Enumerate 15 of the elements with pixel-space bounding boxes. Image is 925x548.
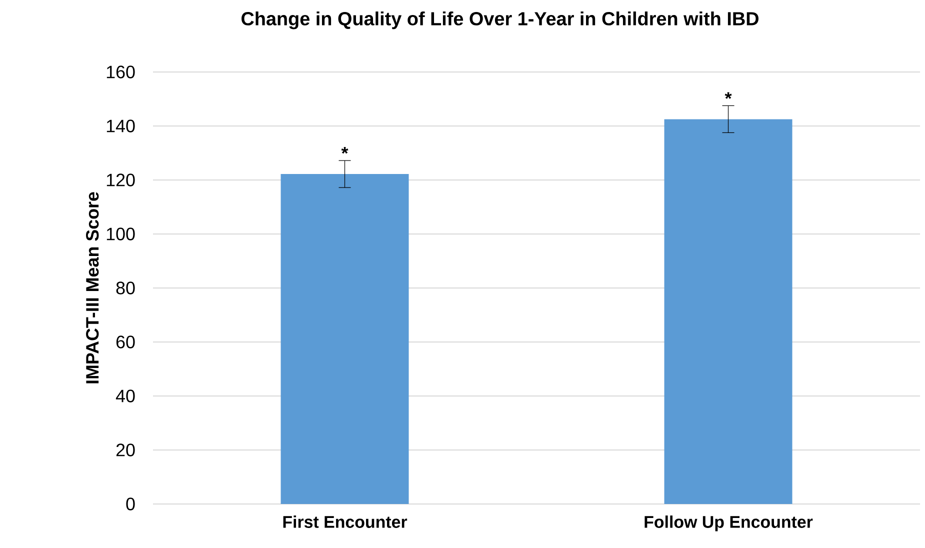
- y-tick-label: 80: [116, 282, 135, 294]
- x-tick-label: Follow Up Encounter: [644, 516, 813, 532]
- y-tick-label: 160: [106, 66, 135, 78]
- y-tick-label: 40: [116, 390, 135, 402]
- y-tick-label: 60: [116, 336, 135, 348]
- chart-title: Change in Quality of Life Over 1-Year in Children with IBD: [242, 12, 758, 30]
- y-axis-title: IMPACT-III Mean Score: [86, 192, 99, 384]
- annotation: *: [341, 147, 348, 154]
- x-tick-label: First Encounter: [283, 516, 408, 528]
- annotation: *: [724, 92, 732, 99]
- y-tick-label: 140: [106, 120, 135, 132]
- y-tick-label: 120: [106, 174, 135, 186]
- y-tick-label: 20: [116, 444, 135, 456]
- y-tick-label: 100: [106, 228, 135, 240]
- y-tick-label: 0: [126, 498, 135, 510]
